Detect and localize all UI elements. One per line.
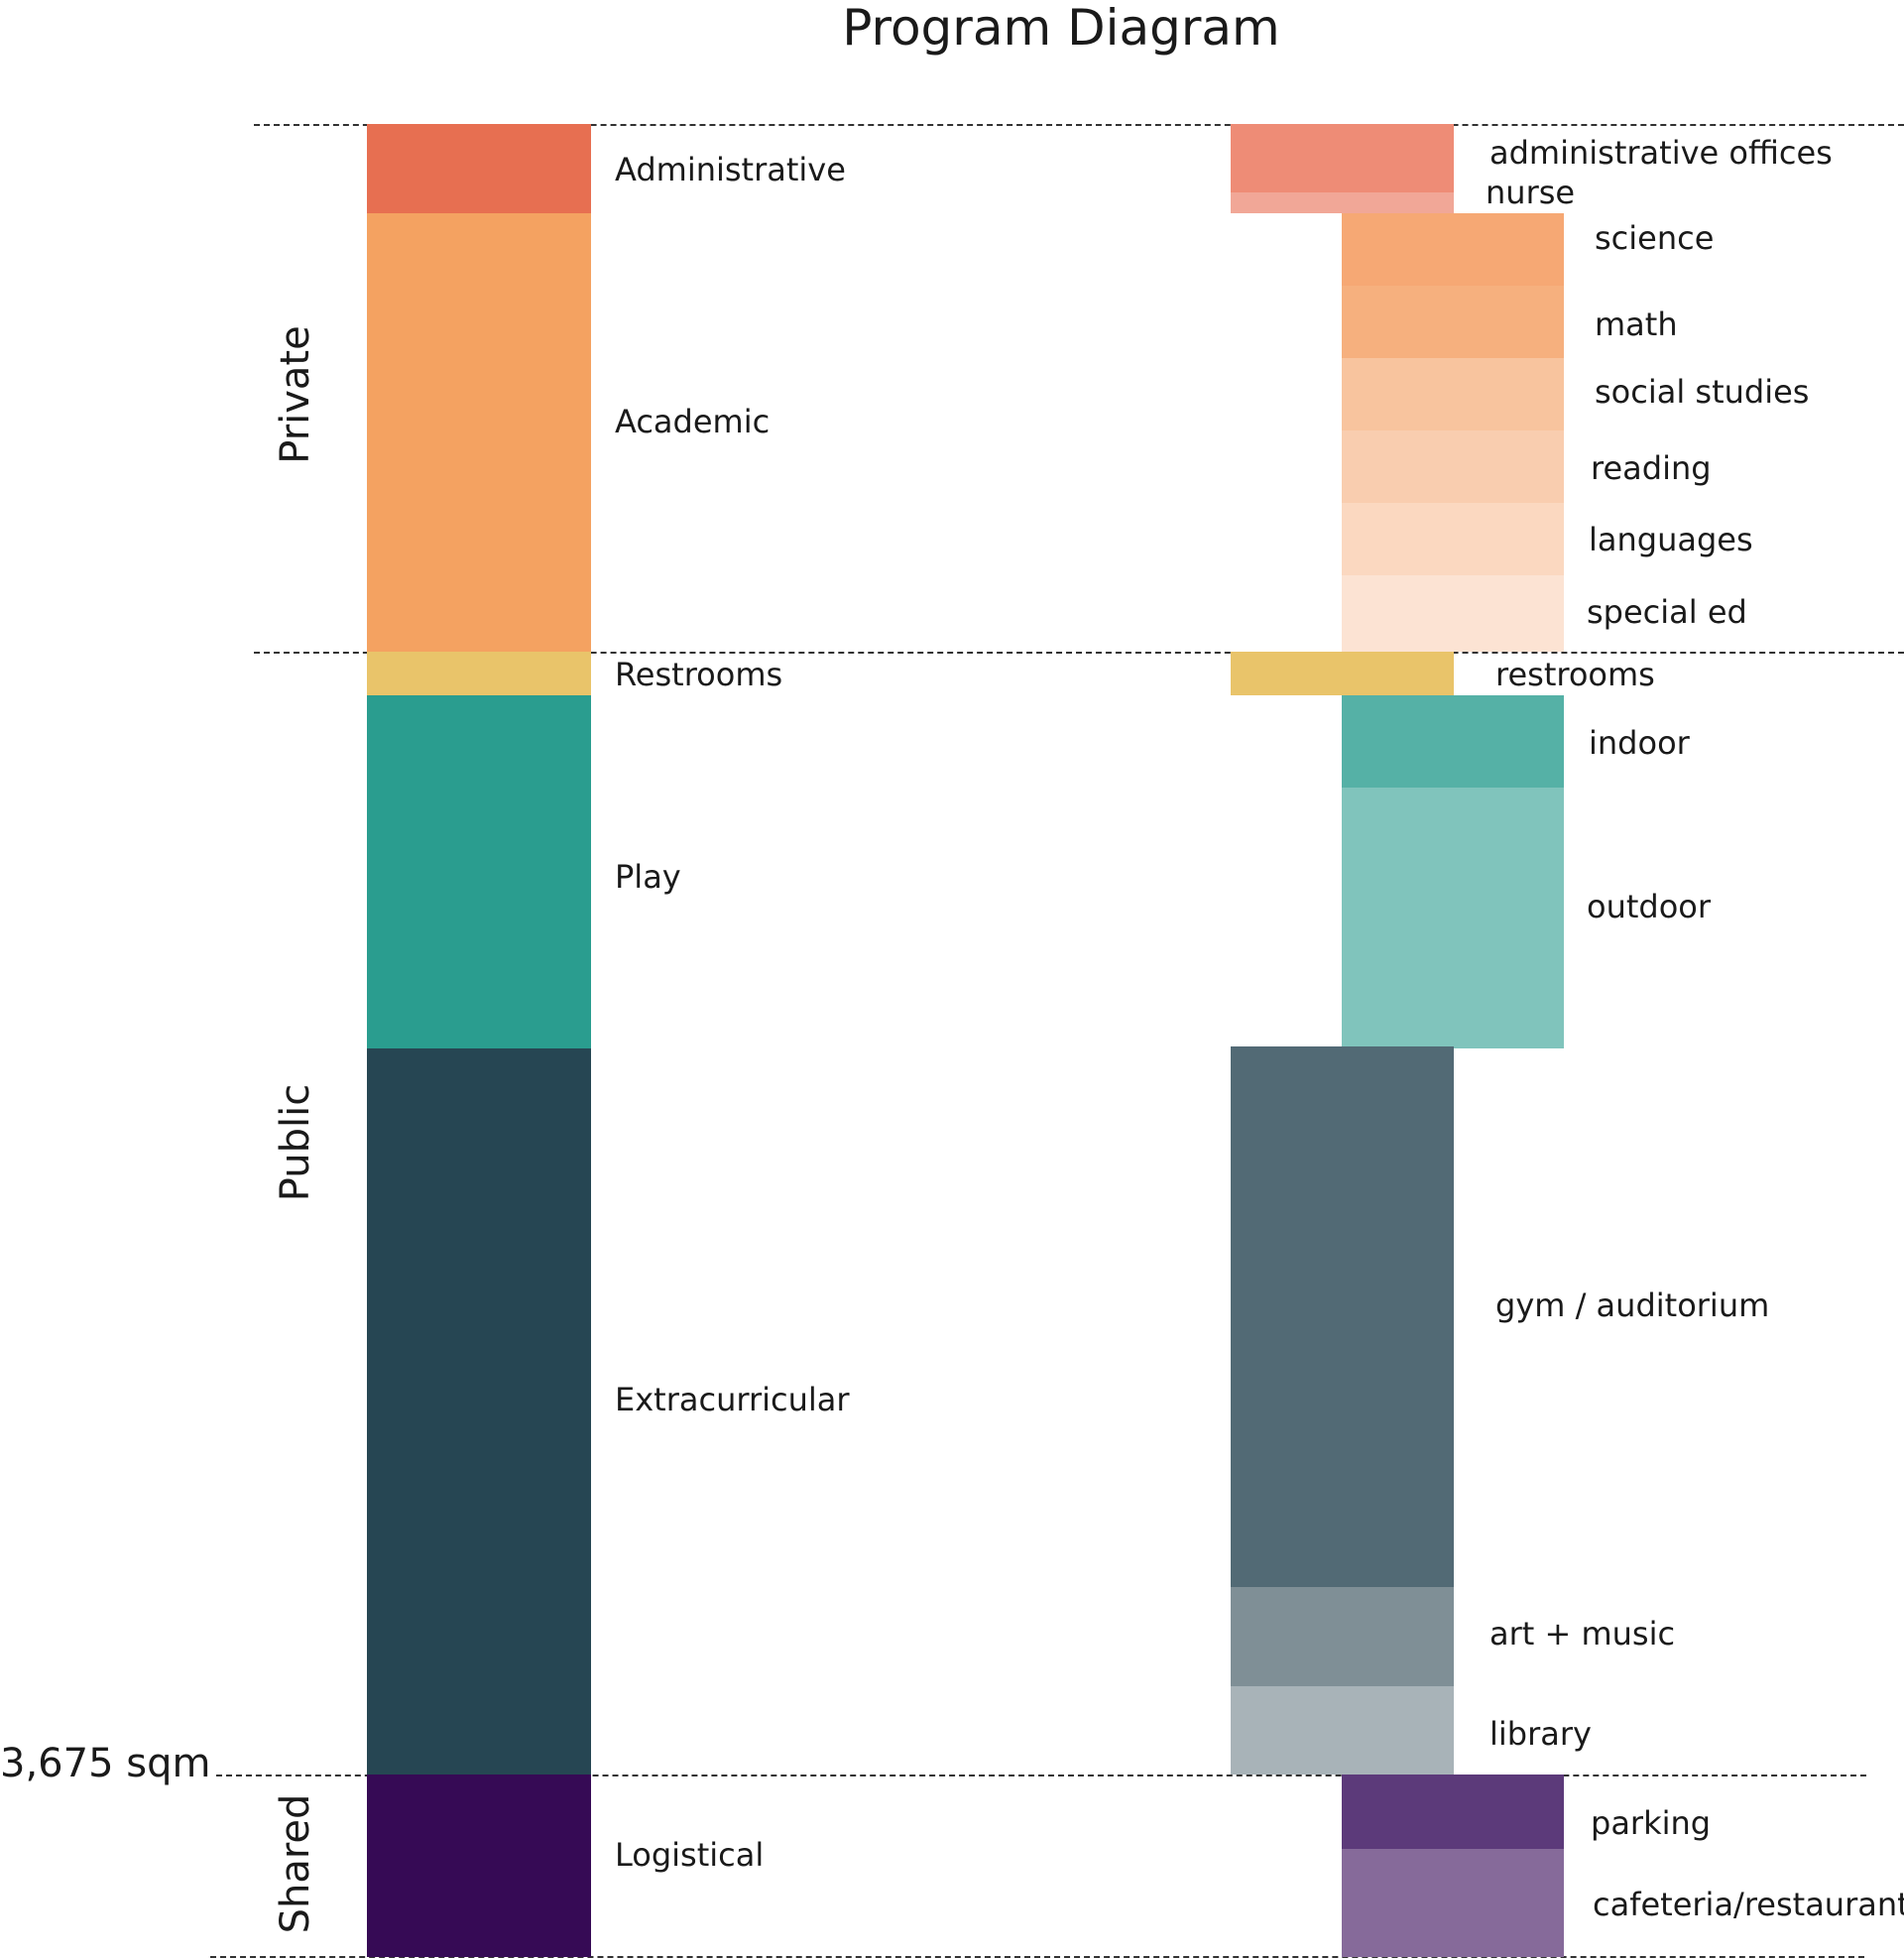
block-languages <box>1342 503 1564 575</box>
label-extracurricular: Extracurricular <box>615 1381 850 1418</box>
label-science: science <box>1595 219 1715 257</box>
zone-divider-bottom <box>210 1956 1864 1958</box>
label-parking: parking <box>1591 1804 1712 1842</box>
block-extracurricular <box>367 1048 591 1775</box>
label-cafeteria-restaurant: cafeteria/restaurant <box>1593 1886 1904 1923</box>
zone-divider-public-shared <box>216 1775 1866 1776</box>
label-social-studies: social studies <box>1595 373 1810 411</box>
block-social-studies <box>1342 358 1564 430</box>
zone-label-shared: Shared <box>273 1793 318 1934</box>
block-art-music <box>1231 1587 1454 1686</box>
block-logistical <box>367 1775 591 1957</box>
block-outdoor <box>1342 788 1564 1048</box>
label-administrative: Administrative <box>615 151 846 188</box>
block-reading <box>1342 430 1564 503</box>
label-math: math <box>1595 306 1678 343</box>
label-special-ed: special ed <box>1587 593 1747 631</box>
label-play: Play <box>615 858 681 896</box>
block-academic <box>367 213 591 652</box>
zone-label-private: Private <box>273 325 318 464</box>
diagram-title: Program Diagram <box>842 0 1280 57</box>
block-restrooms-detail <box>1231 652 1454 695</box>
label-library: library <box>1489 1715 1592 1753</box>
block-gym-auditorium <box>1231 1046 1454 1587</box>
zone-divider-private-public <box>254 652 1904 654</box>
label-restrooms: Restrooms <box>615 656 783 693</box>
label-restrooms-detail: restrooms <box>1495 656 1655 693</box>
block-special-ed <box>1342 575 1564 652</box>
label-academic: Academic <box>615 403 771 440</box>
block-administrative <box>367 124 591 213</box>
area-label: 3,675 sqm <box>0 1741 211 1786</box>
zone-label-public: Public <box>273 1083 318 1202</box>
block-library <box>1231 1686 1454 1775</box>
label-indoor: indoor <box>1589 724 1690 762</box>
block-nurse <box>1231 192 1454 213</box>
label-nurse: nurse <box>1486 174 1576 211</box>
label-logistical: Logistical <box>615 1836 765 1874</box>
block-restrooms <box>367 652 591 695</box>
block-math <box>1342 286 1564 358</box>
label-administrative-offices: administrative offices <box>1489 134 1833 172</box>
block-indoor <box>1342 695 1564 788</box>
label-outdoor: outdoor <box>1587 888 1712 925</box>
block-cafeteria-restaurant <box>1342 1849 1564 1957</box>
label-languages: languages <box>1589 521 1753 558</box>
block-play <box>367 695 591 1048</box>
label-gym-auditorium: gym / auditorium <box>1495 1286 1770 1324</box>
block-administrative-offices <box>1231 124 1454 192</box>
block-science <box>1342 213 1564 286</box>
label-art-music: art + music <box>1489 1615 1676 1653</box>
zone-divider-top <box>254 124 1904 126</box>
block-parking <box>1342 1775 1564 1849</box>
label-reading: reading <box>1591 449 1712 487</box>
